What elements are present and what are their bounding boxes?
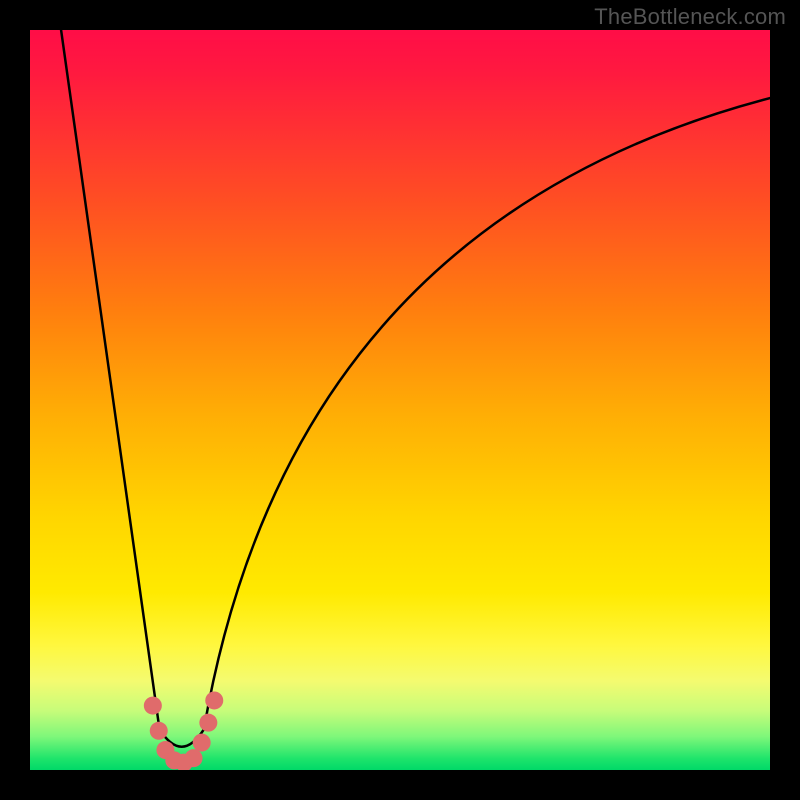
bottleneck-chart: TheBottleneck.com — [0, 0, 800, 800]
chart-gradient-background — [30, 30, 770, 770]
trough-marker — [185, 749, 203, 767]
trough-marker — [150, 722, 168, 740]
trough-marker — [199, 714, 217, 732]
chart-svg — [0, 0, 800, 800]
trough-marker — [205, 691, 223, 709]
trough-marker — [144, 697, 162, 715]
trough-marker — [193, 734, 211, 752]
